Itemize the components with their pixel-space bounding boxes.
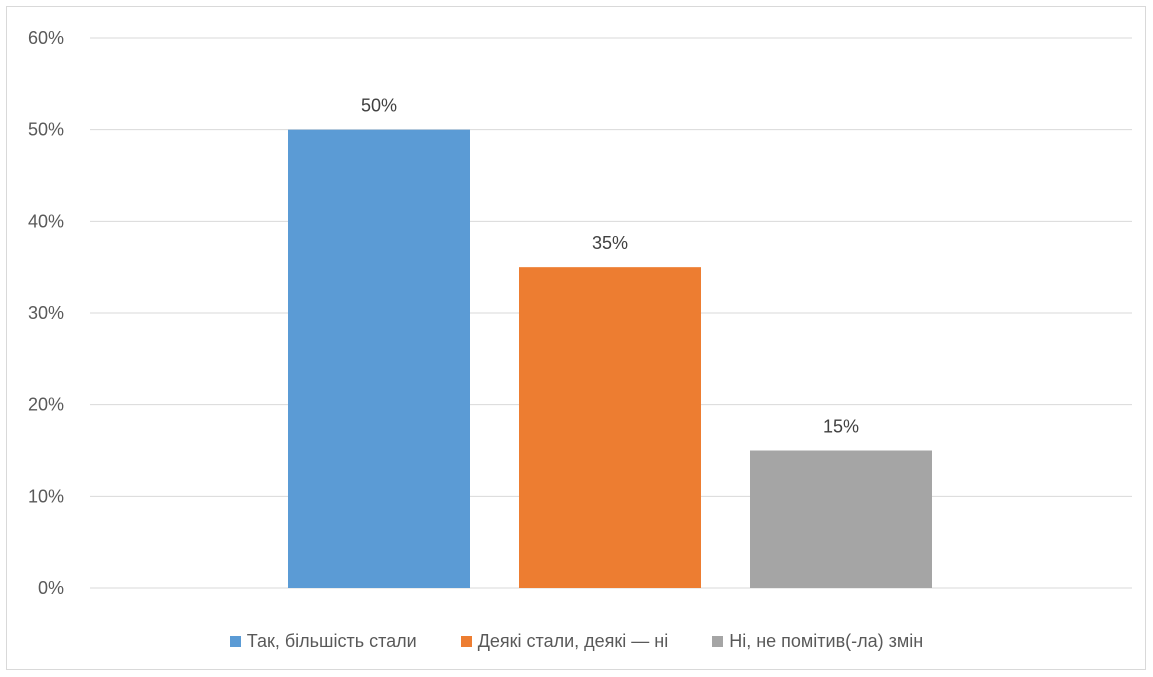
gridlines <box>90 37 1132 589</box>
legend-swatch-2 <box>712 636 724 647</box>
bar-2 <box>750 450 932 588</box>
legend-swatch-1 <box>460 636 472 647</box>
y-tick-label: 50% <box>28 120 64 140</box>
data-labels: 50% 35% 15% <box>361 96 859 437</box>
bars <box>288 129 932 588</box>
y-tick-label: 10% <box>28 486 64 506</box>
y-tick-label: 40% <box>28 211 64 231</box>
data-label-0: 50% <box>361 96 397 116</box>
legend: Так, більшість стали Деякі стали, деякі … <box>0 631 1153 652</box>
bar-0 <box>288 129 470 588</box>
y-tick-label: 20% <box>28 395 64 415</box>
y-tick-label: 0% <box>38 578 64 598</box>
y-tick-label: 60% <box>28 28 64 48</box>
legend-item-0: Так, більшість стали <box>229 631 417 652</box>
y-axis-ticks: 0% 10% 20% 30% 40% 50% 60% <box>28 28 64 598</box>
legend-item-1: Деякі стали, деякі — ні <box>460 631 669 652</box>
bar-1 <box>519 267 701 588</box>
legend-label-2: Ні, не помітив(-ла) змін <box>729 631 924 651</box>
legend-label-0: Так, більшість стали <box>246 631 417 651</box>
legend-label-1: Деякі стали, деякі — ні <box>477 631 669 651</box>
data-label-1: 35% <box>592 233 628 253</box>
data-label-2: 15% <box>823 417 859 437</box>
legend-swatch-0 <box>229 636 241 647</box>
y-tick-label: 30% <box>28 303 64 323</box>
legend-item-2: Ні, не помітив(-ла) змін <box>712 631 923 652</box>
